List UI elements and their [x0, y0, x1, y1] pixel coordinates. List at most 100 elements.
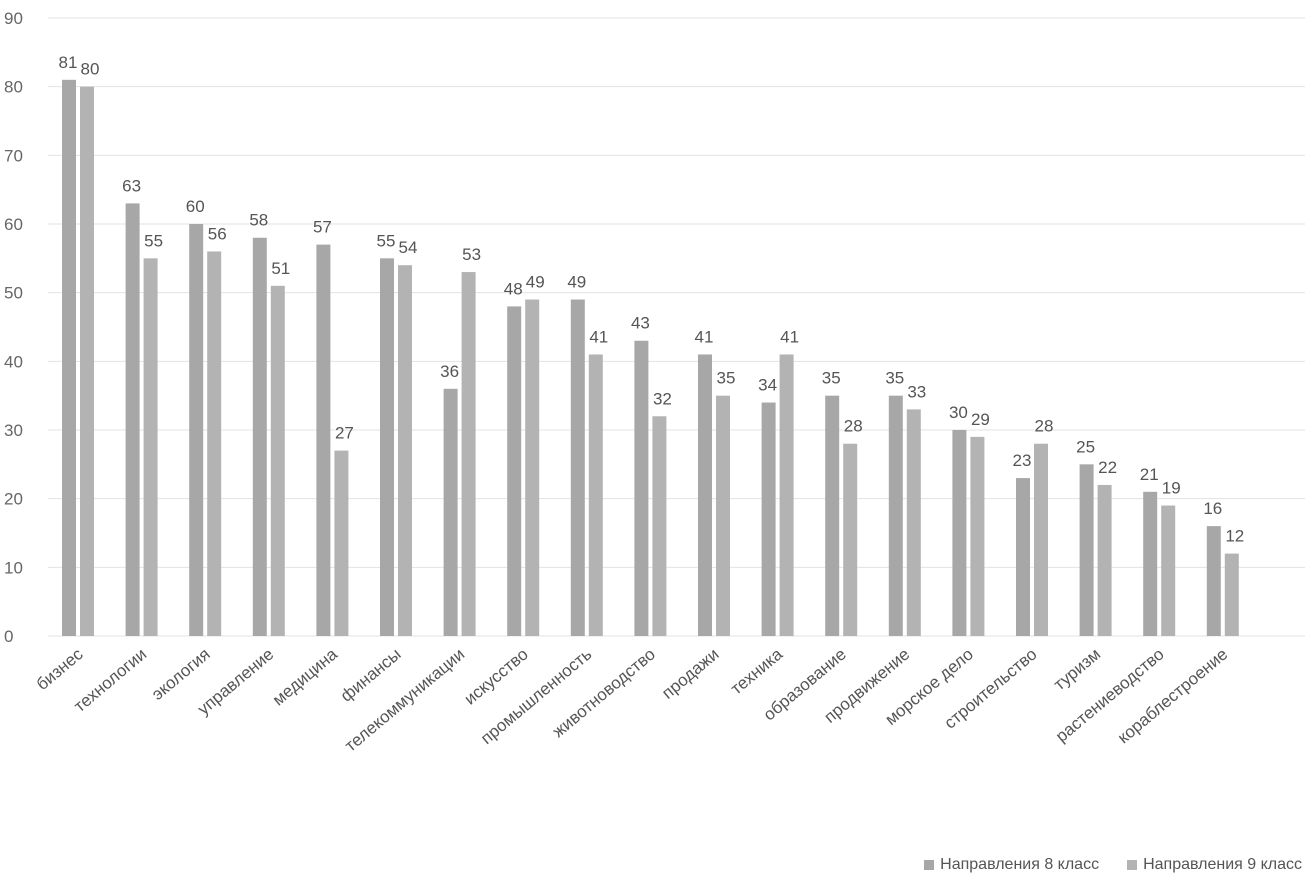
data-label: 54 — [399, 238, 418, 257]
bar-9-class — [970, 436, 985, 636]
bar-9-class — [779, 354, 794, 636]
bar-8-class — [1206, 526, 1221, 636]
bar-9-class — [1034, 443, 1048, 636]
x-tick-label: бизнес — [33, 644, 87, 694]
data-label: 30 — [949, 403, 968, 422]
data-label: 16 — [1203, 499, 1222, 518]
bar-8-class — [252, 237, 267, 636]
x-tick-label: телекоммуникации — [341, 645, 468, 756]
y-tick-label: 70 — [4, 146, 23, 165]
bar-9-class — [334, 450, 349, 636]
bar-9-class — [270, 285, 285, 636]
y-axis-ticks: 0 10 20 30 40 50 60 70 80 90 — [4, 9, 23, 646]
y-tick-label: 20 — [4, 490, 23, 509]
bar-8-class — [698, 354, 712, 636]
bar-8-class — [380, 258, 394, 636]
data-label: 35 — [885, 369, 904, 388]
bar-9-class — [716, 395, 730, 636]
data-label: 55 — [377, 231, 396, 250]
bars — [62, 79, 1239, 637]
bar-8-class — [1079, 464, 1094, 636]
legend-swatch-9 — [1127, 860, 1138, 870]
y-tick-label: 30 — [4, 421, 23, 440]
data-label: 53 — [462, 245, 481, 264]
y-tick-label: 90 — [4, 9, 23, 28]
data-label: 49 — [567, 273, 586, 292]
x-tick-label: продажи — [658, 645, 722, 703]
bar-8-class — [825, 395, 840, 636]
data-label: 80 — [81, 60, 100, 79]
data-label: 35 — [822, 369, 841, 388]
bar-9-class — [80, 86, 94, 636]
data-label: 41 — [695, 327, 714, 346]
data-label: 58 — [249, 211, 268, 230]
bar-9-class — [398, 265, 412, 636]
bar-8-class — [1016, 478, 1030, 636]
bar-9-class — [461, 272, 476, 636]
bar-8-class — [1143, 491, 1158, 636]
data-label: 27 — [335, 424, 354, 443]
y-tick-label: 40 — [4, 352, 23, 371]
data-label: 41 — [780, 327, 799, 346]
legend-swatch-8 — [924, 860, 935, 870]
data-label: 51 — [271, 259, 290, 278]
x-tick-label: туризм — [1050, 645, 1104, 695]
x-tick-label: медицина — [269, 644, 342, 709]
data-label: 56 — [208, 224, 227, 243]
x-tick-label: техника — [727, 644, 787, 698]
data-label: 22 — [1098, 458, 1117, 477]
bar-8-class — [316, 244, 331, 636]
data-label: 32 — [653, 389, 672, 408]
bar-8-class — [634, 340, 649, 636]
bar-9-class — [906, 409, 921, 636]
bar-8-class — [888, 395, 903, 636]
legend: Направления 8 класс Направления 9 класс — [924, 856, 1302, 874]
y-tick-label: 0 — [4, 627, 13, 646]
legend-label-8: Направления 8 класс — [940, 856, 1100, 873]
data-label: 60 — [186, 197, 205, 216]
bar-9-class — [525, 299, 540, 636]
bar-8-class — [761, 402, 776, 636]
data-label: 48 — [504, 279, 523, 298]
x-axis-ticks: бизнестехнологииэкологияуправлениемедици… — [33, 644, 1232, 755]
x-tick-label: промышленность — [477, 644, 595, 748]
data-label: 55 — [144, 231, 163, 250]
bar-8-class — [952, 430, 967, 636]
data-label: 41 — [589, 327, 608, 346]
data-label: 81 — [59, 53, 78, 72]
bar-8-class — [62, 79, 76, 637]
data-label: 57 — [313, 218, 332, 237]
y-tick-label: 10 — [4, 558, 23, 577]
bar-9-class — [843, 443, 858, 636]
gridlines — [48, 17, 1305, 637]
data-label: 63 — [122, 176, 141, 195]
bar-8-class — [570, 299, 585, 636]
bar-9-class — [1097, 484, 1112, 636]
y-tick-label: 60 — [4, 215, 23, 234]
y-tick-label: 80 — [4, 78, 23, 97]
x-tick-label: кораблестроение — [1114, 645, 1231, 748]
data-label: 49 — [526, 273, 545, 292]
x-tick-label: растениеводство — [1052, 645, 1168, 746]
bar-9-class — [652, 416, 667, 636]
bar-9-class — [1161, 505, 1176, 636]
data-label: 21 — [1140, 465, 1159, 484]
bar-8-class — [189, 224, 204, 636]
data-label: 35 — [717, 369, 736, 388]
data-label: 36 — [440, 362, 459, 381]
data-label: 29 — [971, 410, 990, 429]
y-tick-label: 50 — [4, 284, 23, 303]
data-label: 43 — [631, 314, 650, 333]
legend-label-9: Направления 9 класс — [1143, 856, 1302, 873]
bar-9-class — [207, 251, 222, 636]
data-label: 25 — [1076, 437, 1095, 456]
legend-item-9: Направления 9 класс — [1127, 856, 1302, 874]
data-label: 28 — [844, 417, 863, 436]
data-label: 28 — [1035, 417, 1054, 436]
bar-9-class — [1224, 553, 1239, 636]
bar-9-class — [143, 258, 158, 636]
legend-item-8: Направления 8 класс — [924, 856, 1099, 874]
